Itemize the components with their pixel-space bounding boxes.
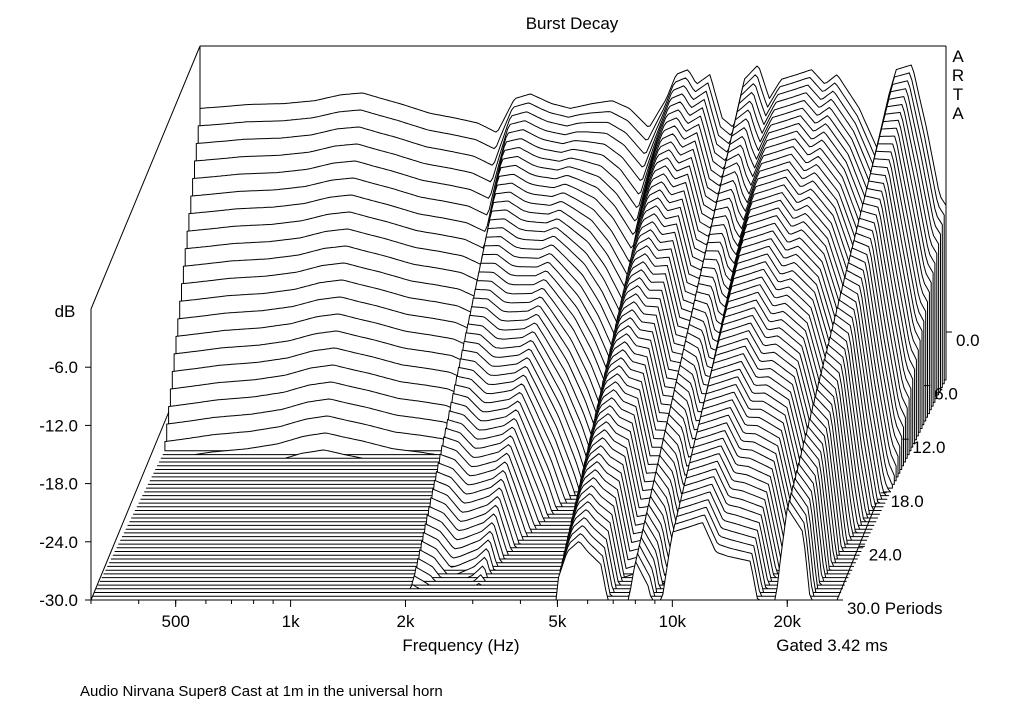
db-tick-label: -18.0: [39, 475, 78, 494]
periods-tick-label: 6.0: [934, 385, 958, 404]
chart-title: Burst Decay: [526, 14, 619, 33]
xlabel: Frequency (Hz): [402, 636, 519, 655]
db-tick-label: -24.0: [39, 533, 78, 552]
periods-tick-label: 30.0 Periods: [847, 599, 942, 618]
frame-left-diagonal-top: [90, 45, 201, 310]
decay-slice: [99, 470, 847, 582]
frame-left-diagonal-bottom: [90, 379, 183, 601]
freq-tick-label: 5k: [548, 612, 566, 631]
decay-slice: [103, 455, 851, 575]
db-tick-label: -30.0: [39, 591, 78, 610]
freq-tick-label: 2k: [397, 612, 415, 631]
arta-letter: R: [952, 66, 964, 85]
caption: Audio Nirvana Super8 Cast at 1m in the u…: [80, 683, 443, 700]
db-tick-label: -6.0: [49, 358, 78, 377]
decay-slice: [105, 448, 853, 571]
periods-tick-label: 24.0: [869, 545, 902, 564]
frequency-axis: 500 1k 2k 5k 10k 20k: [90, 600, 802, 631]
db-axis: -6.0 -12.0 -18.0 -24.0 -30.0: [39, 358, 91, 610]
freq-tick-label: 500: [161, 612, 189, 631]
arta-letter: A: [952, 104, 964, 123]
waterfall-slices: [90, 64, 947, 601]
periods-tick-label: 12.0: [912, 438, 945, 457]
gating-note: Gated 3.42 ms: [776, 636, 888, 655]
freq-tick-label: 20k: [774, 612, 802, 631]
arta-letter: A: [952, 47, 964, 66]
freq-tick-label: 10k: [659, 612, 687, 631]
freq-tick-label: 1k: [282, 612, 300, 631]
ylabel: dB: [55, 302, 76, 321]
decay-slice: [101, 462, 849, 579]
db-tick-label: -12.0: [39, 416, 78, 435]
periods-axis: 0.0 6.0 12.0 18.0 24.0 30.0 Periods: [837, 331, 980, 618]
periods-tick-label: 18.0: [891, 492, 924, 511]
decay-slice: [90, 507, 838, 601]
arta-letter: T: [953, 85, 963, 104]
periods-tick-label: 0.0: [956, 331, 980, 350]
